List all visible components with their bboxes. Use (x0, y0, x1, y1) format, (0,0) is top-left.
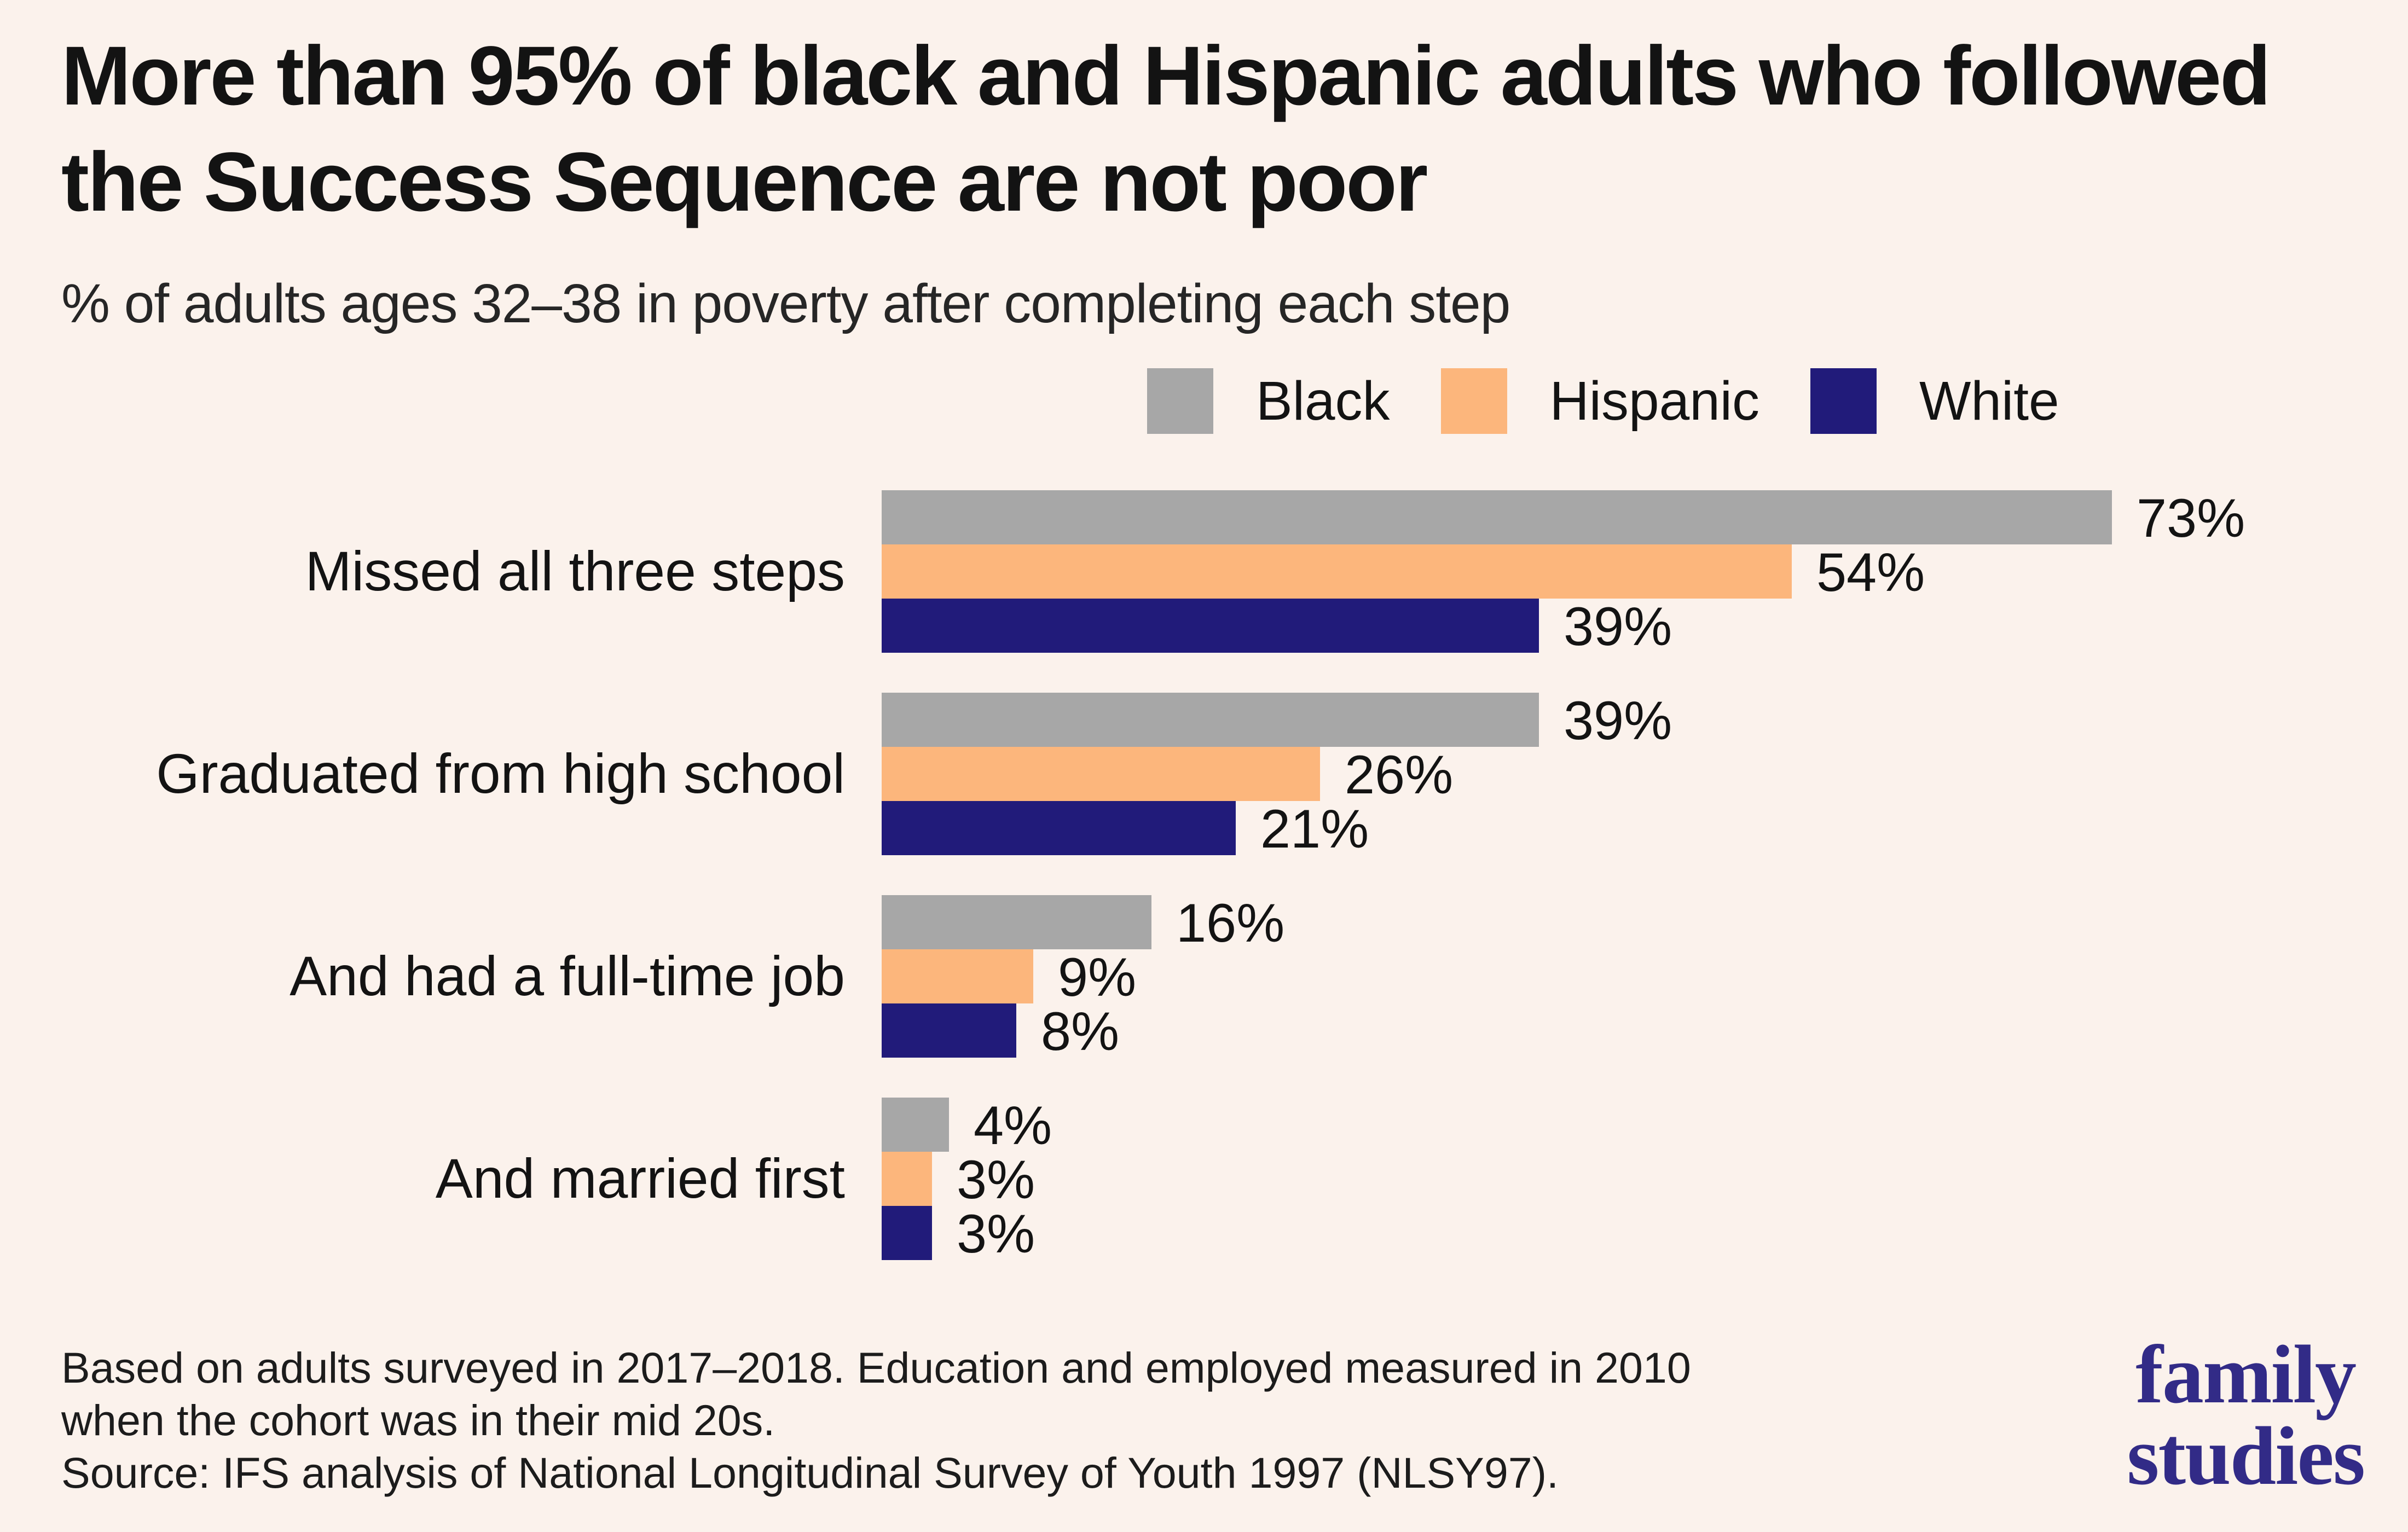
bar-value: 39% (1564, 596, 1672, 657)
bar-value: 8% (1041, 1001, 1120, 1061)
bar-black (882, 895, 1151, 949)
footnote: Based on adults surveyed in 2017–2018. E… (61, 1342, 1691, 1499)
legend-item-white: White (1810, 368, 2059, 434)
bar-value: 3% (957, 1203, 1035, 1264)
bar-hispanic (882, 1152, 932, 1206)
bar-value: 73% (2137, 488, 2245, 548)
footnote-line: when the cohort was in their mid 20s. (61, 1396, 775, 1444)
bar-hispanic (882, 544, 1792, 599)
legend-swatch-hispanic (1440, 368, 1507, 434)
bar-value: 4% (974, 1095, 1052, 1156)
page-title: More than 95% of black and Hispanic adul… (61, 29, 2271, 229)
legend: Black Hispanic White (1147, 368, 2110, 434)
bar-value: 54% (1816, 542, 1925, 602)
legend-label: Black (1256, 370, 1390, 432)
category-label: Missed all three steps (305, 540, 845, 602)
bar-white (882, 801, 1236, 855)
logo-line-studies: studies (2127, 1409, 2365, 1502)
bar-white (882, 1206, 932, 1260)
footnote-line: Source: IFS analysis of National Longitu… (61, 1448, 1559, 1497)
legend-swatch-black (1147, 368, 1213, 434)
bar-white (882, 1003, 1016, 1058)
category-label: Graduated from high school (156, 742, 845, 805)
bar-black (882, 693, 1539, 747)
bar-value: 3% (957, 1149, 1035, 1210)
bar-black (882, 490, 2112, 544)
footnote-line: Based on adults surveyed in 2017–2018. E… (61, 1343, 1691, 1392)
bar-hispanic (882, 949, 1033, 1003)
bar-value: 39% (1564, 690, 1672, 751)
page-subtitle: % of adults ages 32–38 in poverty after … (61, 273, 1510, 334)
legend-item-black: Black (1147, 368, 1390, 434)
brand-logo: family studies (2127, 1328, 2365, 1502)
legend-item-hispanic: Hispanic (1440, 368, 1760, 434)
category-label: And had a full-time job (290, 945, 845, 1007)
bar-white (882, 599, 1539, 653)
legend-label: White (1919, 370, 2059, 432)
bar-value: 16% (1176, 892, 1285, 953)
logo-line-family: family (2135, 1328, 2357, 1420)
category-label: And married first (435, 1147, 845, 1210)
bar-value: 21% (1260, 798, 1369, 859)
bar-hispanic (882, 747, 1320, 801)
legend-label: Hispanic (1549, 370, 1760, 432)
bar-black (882, 1098, 949, 1152)
legend-swatch-white (1810, 368, 1877, 434)
bar-value: 9% (1058, 947, 1137, 1007)
bar-value: 26% (1345, 744, 1454, 805)
